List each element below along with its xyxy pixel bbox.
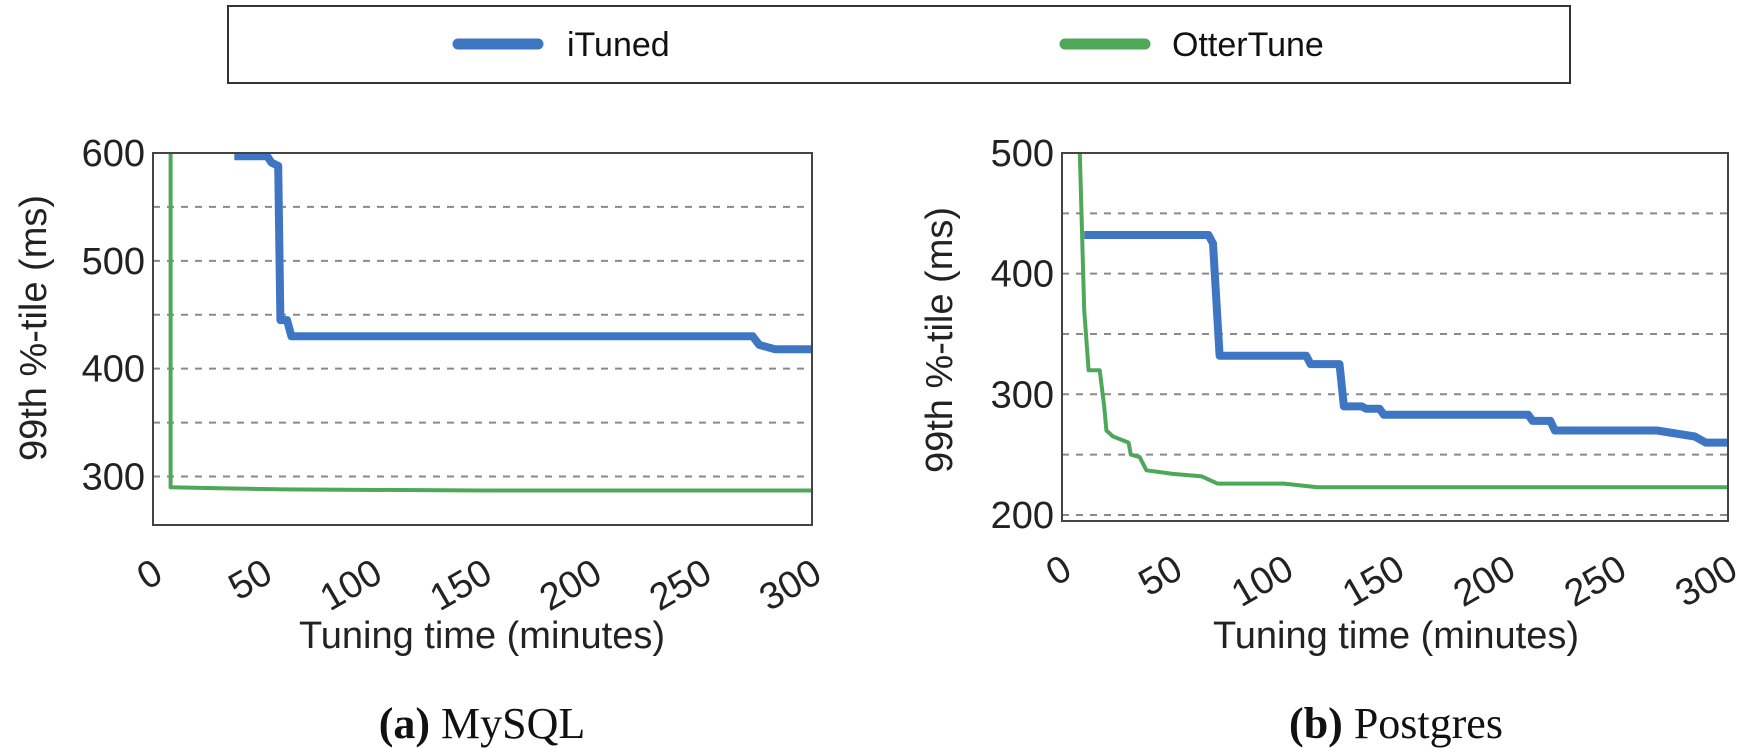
legend-label-ituned: iTuned: [567, 26, 670, 64]
x-tick-label: 200: [1447, 547, 1523, 615]
x-axis-label: Tuning time (minutes): [299, 615, 665, 657]
grid-lines: [153, 205, 812, 478]
caption-text: MySQL: [441, 699, 585, 748]
legend-label-ottertune: OtterTune: [1172, 26, 1324, 64]
x-tick-label: 100: [313, 551, 389, 619]
x-tick-label: 50: [222, 551, 280, 609]
x-tick-label: 300: [753, 551, 829, 619]
panel-postgres: 99th %-tile (ms) 200 300 400 500 0 50 100 150 2…: [919, 133, 1745, 748]
y-tick-label: 300: [82, 456, 145, 498]
caption-letter: (a): [379, 699, 430, 748]
series-line-ottertune: [168, 153, 812, 493]
plot-frame: [1061, 152, 1729, 522]
series-line-ituned: [234, 152, 812, 354]
caption-letter: (b): [1289, 699, 1343, 748]
y-tick-label: 500: [82, 241, 145, 283]
y-tick-labels: 300 400 500 600: [82, 133, 145, 498]
plot-frame: [152, 152, 813, 526]
series-line-ituned: [1084, 231, 1728, 447]
panel-mysql: 99th %-tile (ms) 300 400 500 600 0 50 100 150 2…: [13, 133, 829, 748]
x-tick-label: 100: [1225, 547, 1301, 615]
y-tick-label: 400: [82, 349, 145, 391]
y-tick-label: 600: [82, 133, 145, 175]
x-tick-labels: 0 50 100 150 200 250 300: [1039, 547, 1744, 615]
grid-lines: [1062, 212, 1728, 516]
y-tick-label: 400: [991, 254, 1054, 296]
x-tick-label: 250: [643, 551, 719, 619]
y-tick-label: 500: [991, 133, 1054, 175]
x-tick-label: 150: [1336, 547, 1412, 615]
x-tick-label: 300: [1669, 547, 1745, 615]
x-tick-label: 50: [1132, 547, 1190, 605]
x-tick-label: 0: [130, 551, 169, 598]
legend: iTuned OtterTune: [227, 5, 1571, 84]
y-axis-label: 99th %-tile (ms): [919, 207, 961, 473]
y-tick-labels: 200 300 400 500: [991, 133, 1054, 537]
caption: (a) MySQL: [379, 699, 586, 748]
caption-text: Postgres: [1354, 699, 1503, 748]
x-tick-label: 150: [423, 551, 499, 619]
x-tick-labels: 0 50 100 150 200 250 300: [130, 551, 828, 619]
legend-box: [227, 5, 1571, 84]
y-axis-label: 99th %-tile (ms): [13, 195, 55, 461]
x-tick-label: 250: [1558, 547, 1634, 615]
y-tick-label: 300: [991, 374, 1054, 416]
x-tick-label: 200: [533, 551, 609, 619]
y-tick-label: 200: [991, 495, 1054, 537]
series-lines: [168, 152, 812, 493]
x-tick-label: 0: [1039, 547, 1078, 594]
caption: (b) Postgres: [1289, 699, 1503, 748]
series-line-ottertune: [1077, 152, 1728, 490]
series-lines: [1077, 152, 1728, 490]
x-axis-label: Tuning time (minutes): [1213, 615, 1579, 657]
